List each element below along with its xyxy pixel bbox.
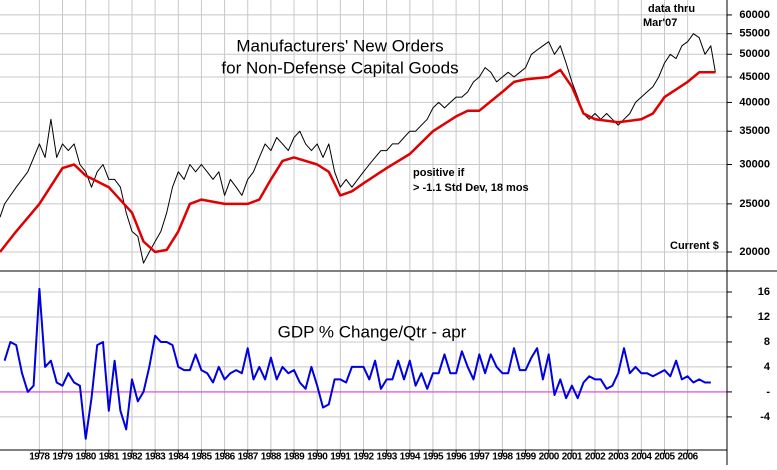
y-tick-label: 55000 [739,28,770,40]
y-tick-label: 35000 [739,125,770,137]
x-tick-label: 1987 [238,452,259,463]
data-line [3,287,711,440]
data-line [0,33,716,264]
x-tick-label: 1989 [284,452,305,463]
x-tick-label: 1979 [52,452,73,463]
y-tick-label: 40000 [739,96,770,108]
x-tick-label: 1993 [377,452,398,463]
x-tick-label: 1990 [307,452,328,463]
x-tick-label: 2003 [608,452,629,463]
annotation: positive if [413,167,465,179]
annotation: Current $ [670,240,719,252]
x-tick-label: 1991 [330,452,351,463]
x-tick-label: 1978 [29,452,50,463]
x-tick-label: 1983 [145,452,166,463]
x-tick-label: 2001 [562,452,583,463]
x-tick-label: 1999 [515,452,536,463]
x-tick-label: 1995 [423,452,444,463]
y-tick-label: 8 [764,336,770,348]
y-tick-label: -4 [760,411,771,423]
y-tick-label: 45000 [739,71,770,83]
x-tick-label: 2006 [678,452,699,463]
y-tick-label: 16 [758,286,770,298]
x-tick-label: 1998 [492,452,513,463]
y-tick-label: 20000 [739,246,770,258]
x-tick-label: 1980 [76,452,97,463]
x-tick-label: 2005 [654,452,675,463]
x-tick-label: 1994 [400,452,421,463]
annotation: data thru [648,3,695,15]
x-tick-label: 1996 [446,452,467,463]
chart-title: Manufacturers' New Orders [236,36,443,55]
y-tick-label: 12 [758,311,770,323]
y-tick-label: 30000 [739,158,770,170]
chart-title: GDP % Change/Qtr - apr [278,322,467,341]
annotation: > -1.1 Std Dev, 18 mos [413,182,529,194]
y-tick-label: 50000 [739,48,770,60]
y-tick-label: - [766,386,770,398]
x-tick-label: 1992 [353,452,374,463]
x-tick-label: 2000 [539,452,560,463]
x-tick-label: 2004 [631,452,652,463]
x-tick-label: 1985 [191,452,212,463]
marks [0,33,727,440]
data-line [0,68,716,254]
chart-title: for Non-Defense Capital Goods [221,58,458,77]
x-tick-label: 1981 [99,452,120,463]
x-tick-label: 1986 [214,452,235,463]
x-tick-label: 1988 [261,452,282,463]
y-tick-label: 60000 [739,9,770,21]
annotation: Mar'07 [643,17,677,29]
y-tick-label: 25000 [739,198,770,210]
x-tick-label: 2002 [585,452,606,463]
x-tick-label: 1982 [122,452,143,463]
x-tick-label: 1997 [469,452,490,463]
y-tick-label: 4 [764,361,771,373]
x-tick-label: 1984 [168,452,189,463]
